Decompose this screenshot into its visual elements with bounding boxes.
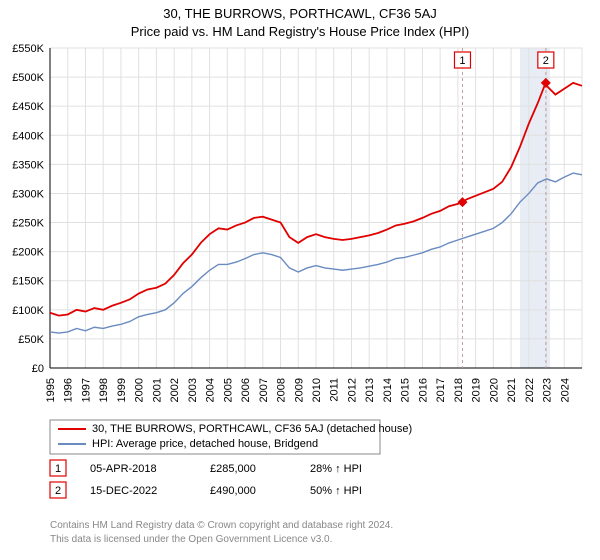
x-tick-label: 1996: [63, 378, 75, 402]
x-tick-label: 2016: [417, 378, 429, 402]
x-tick-label: 2023: [542, 378, 554, 402]
x-tick-label: 1998: [98, 378, 110, 402]
row-marker-number: 1: [55, 463, 61, 475]
x-tick-label: 2011: [329, 378, 341, 402]
x-tick-label: 2003: [187, 378, 199, 402]
x-tick-label: 2002: [169, 378, 181, 402]
row-marker-number: 2: [55, 485, 61, 497]
row-delta: 28% ↑ HPI: [310, 463, 362, 475]
x-tick-label: 1995: [45, 378, 57, 402]
x-tick-label: 2013: [364, 378, 376, 402]
x-tick-label: 2021: [506, 378, 518, 402]
x-tick-label: 2004: [205, 378, 217, 402]
marker-number: 2: [543, 55, 549, 67]
x-tick-label: 2001: [151, 378, 163, 402]
y-tick-label: £450K: [12, 101, 44, 113]
legend-label: 30, THE BURROWS, PORTHCAWL, CF36 5AJ (de…: [92, 423, 412, 435]
y-tick-label: £250K: [12, 218, 44, 230]
y-tick-label: £300K: [12, 188, 44, 200]
row-date: 15-DEC-2022: [90, 485, 157, 497]
footer-line-1: Contains HM Land Registry data © Crown c…: [50, 520, 393, 531]
y-tick-label: £500K: [12, 72, 44, 84]
y-tick-label: £350K: [12, 159, 44, 171]
x-tick-label: 2024: [559, 378, 571, 402]
row-date: 05-APR-2018: [90, 463, 157, 475]
chart-svg: 30, THE BURROWS, PORTHCAWL, CF36 5AJ Pric…: [0, 0, 600, 560]
x-tick-label: 2022: [524, 378, 536, 402]
y-tick-label: £550K: [12, 43, 44, 55]
x-tick-label: 2018: [453, 378, 465, 402]
x-tick-label: 2017: [435, 378, 447, 402]
x-tick-label: 2012: [346, 378, 358, 402]
y-tick-label: £0: [32, 363, 44, 375]
row-delta: 50% ↑ HPI: [310, 485, 362, 497]
x-tick-label: 2020: [488, 378, 500, 402]
x-tick-label: 2010: [311, 378, 323, 402]
x-tick-label: 2006: [240, 378, 252, 402]
y-tick-label: £50K: [18, 334, 44, 346]
row-price: £490,000: [210, 485, 256, 497]
x-tick-label: 2015: [400, 378, 412, 402]
x-tick-label: 2005: [222, 378, 234, 402]
x-tick-label: 1999: [116, 378, 128, 402]
footer-line-2: This data is licensed under the Open Gov…: [50, 534, 332, 545]
x-tick-label: 2009: [293, 378, 305, 402]
y-tick-label: £400K: [12, 130, 44, 142]
x-tick-label: 2014: [382, 378, 394, 402]
x-tick-label: 2019: [471, 378, 483, 402]
legend-label: HPI: Average price, detached house, Brid…: [92, 438, 318, 450]
chart-title: 30, THE BURROWS, PORTHCAWL, CF36 5AJ: [163, 6, 437, 21]
marker-number: 1: [459, 55, 465, 67]
row-price: £285,000: [210, 463, 256, 475]
x-tick-label: 1997: [80, 378, 92, 402]
y-tick-label: £150K: [12, 276, 44, 288]
chart-subtitle: Price paid vs. HM Land Registry's House …: [131, 24, 469, 39]
y-tick-label: £200K: [12, 247, 44, 259]
y-tick-label: £100K: [12, 305, 44, 317]
x-tick-label: 2008: [276, 378, 288, 402]
x-tick-label: 2000: [134, 378, 146, 402]
x-tick-label: 2007: [258, 378, 270, 402]
